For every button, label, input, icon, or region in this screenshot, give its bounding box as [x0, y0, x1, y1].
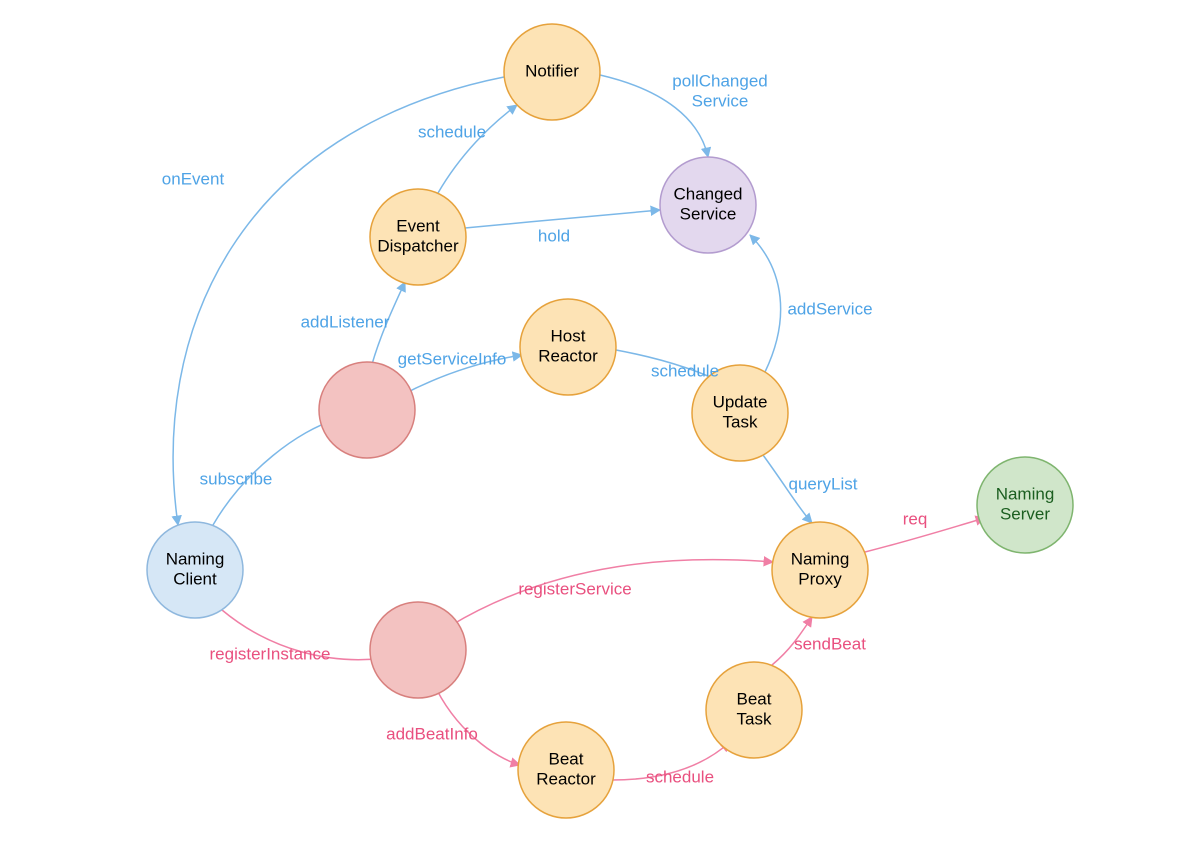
edge-label-pollChangedService-line2: Service [692, 91, 749, 110]
edge-label-schedule2: schedule [651, 361, 719, 380]
node-label-eventDispatcher-line2: Dispatcher [377, 236, 459, 255]
edge-label-pollChangedService-line1: pollChanged [672, 71, 767, 90]
edge-onEvent [173, 77, 504, 525]
edge-label-registerService: registerService [518, 579, 631, 598]
node-label-updateTask-line1: Update [713, 392, 768, 411]
edge-addService [750, 235, 781, 372]
edge-label-subscribe: subscribe [200, 469, 273, 488]
node-label-beatTask-line2: Task [737, 709, 772, 728]
node-label-namingClient-line2: Client [173, 569, 217, 588]
edge-schedule1 [438, 105, 517, 193]
edge-label-addService: addService [787, 299, 872, 318]
edge-label-addBeatInfo: addBeatInfo [386, 724, 478, 743]
diagram-canvas: NotifierEventDispatcherChangedServiceHos… [0, 0, 1200, 853]
edge-label-schedule3: schedule [646, 767, 714, 786]
edge-label-addListener: addListener [301, 312, 390, 331]
edge-label-hold: hold [538, 226, 570, 245]
node-redTop [319, 362, 415, 458]
node-label-namingClient-line1: Naming [166, 549, 225, 568]
node-label-beatTask-line1: Beat [737, 689, 772, 708]
node-label-namingServer-line1: Naming [996, 484, 1055, 503]
node-label-changedService-line2: Service [680, 204, 737, 223]
node-label-namingProxy-line1: Naming [791, 549, 850, 568]
node-label-beatReactor-line2: Reactor [536, 769, 596, 788]
edge-label-registerInstance: registerInstance [210, 644, 331, 663]
node-label-namingServer-line2: Server [1000, 504, 1050, 523]
node-label-eventDispatcher-line1: Event [396, 216, 440, 235]
edge-label-req: req [903, 509, 928, 528]
node-label-namingProxy-line2: Proxy [798, 569, 842, 588]
edge-label-onEvent: onEvent [162, 169, 225, 188]
node-label-hostReactor-line2: Reactor [538, 346, 598, 365]
edge-label-schedule1: schedule [418, 122, 486, 141]
edge-label-queryList: queryList [789, 474, 858, 493]
edge-label-getServiceInfo: getServiceInfo [398, 349, 507, 368]
node-redBottom [370, 602, 466, 698]
node-label-beatReactor-line1: Beat [549, 749, 584, 768]
edge-hold [465, 210, 660, 228]
node-label-updateTask-line2: Task [723, 412, 758, 431]
node-label-changedService-line1: Changed [673, 184, 742, 203]
edge-label-sendBeat: sendBeat [794, 634, 866, 653]
node-label-hostReactor-line1: Host [551, 326, 586, 345]
node-label-notifier: Notifier [525, 61, 579, 80]
